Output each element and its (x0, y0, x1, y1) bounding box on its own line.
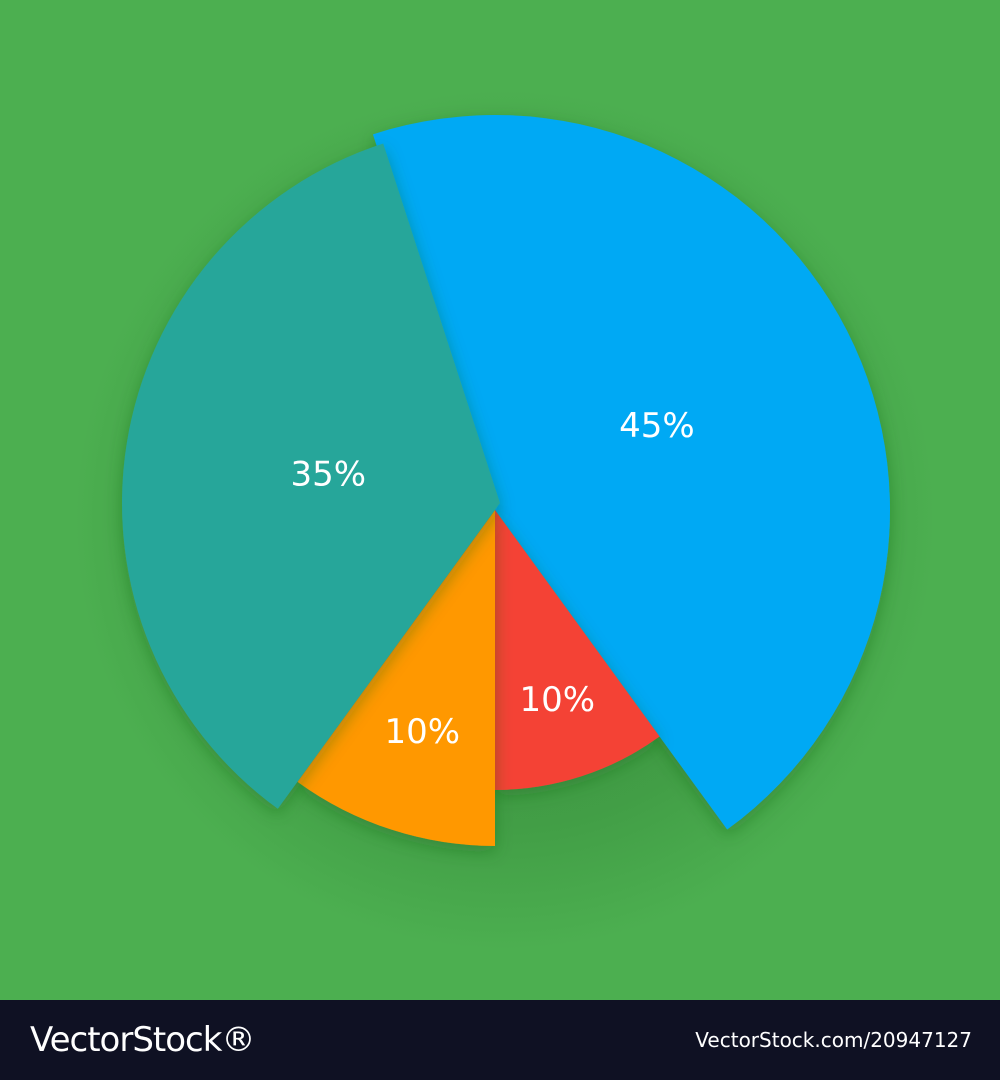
slice-label: 45% (619, 406, 695, 446)
pie-slice (121, 143, 500, 809)
pie-chart: 45% 10% 10% 35% (0, 0, 1000, 1000)
pie-slice (297, 510, 495, 846)
pie-slice (495, 510, 660, 790)
slice-label: 10% (385, 712, 461, 752)
pie-slice (372, 114, 891, 830)
pie-slices (121, 114, 891, 846)
slice-label: 10% (520, 680, 596, 720)
footer-image-id: VectorStock.com/20947127 (695, 1028, 972, 1052)
footer-bar: VectorStock® VectorStock.com/20947127 (0, 1000, 1000, 1080)
footer-brand: VectorStock® (30, 1020, 255, 1060)
pie-labels: 45% 10% 10% 35% (291, 406, 695, 752)
slice-label: 35% (291, 454, 367, 494)
chart-area: 45% 10% 10% 35% (0, 0, 1000, 1000)
